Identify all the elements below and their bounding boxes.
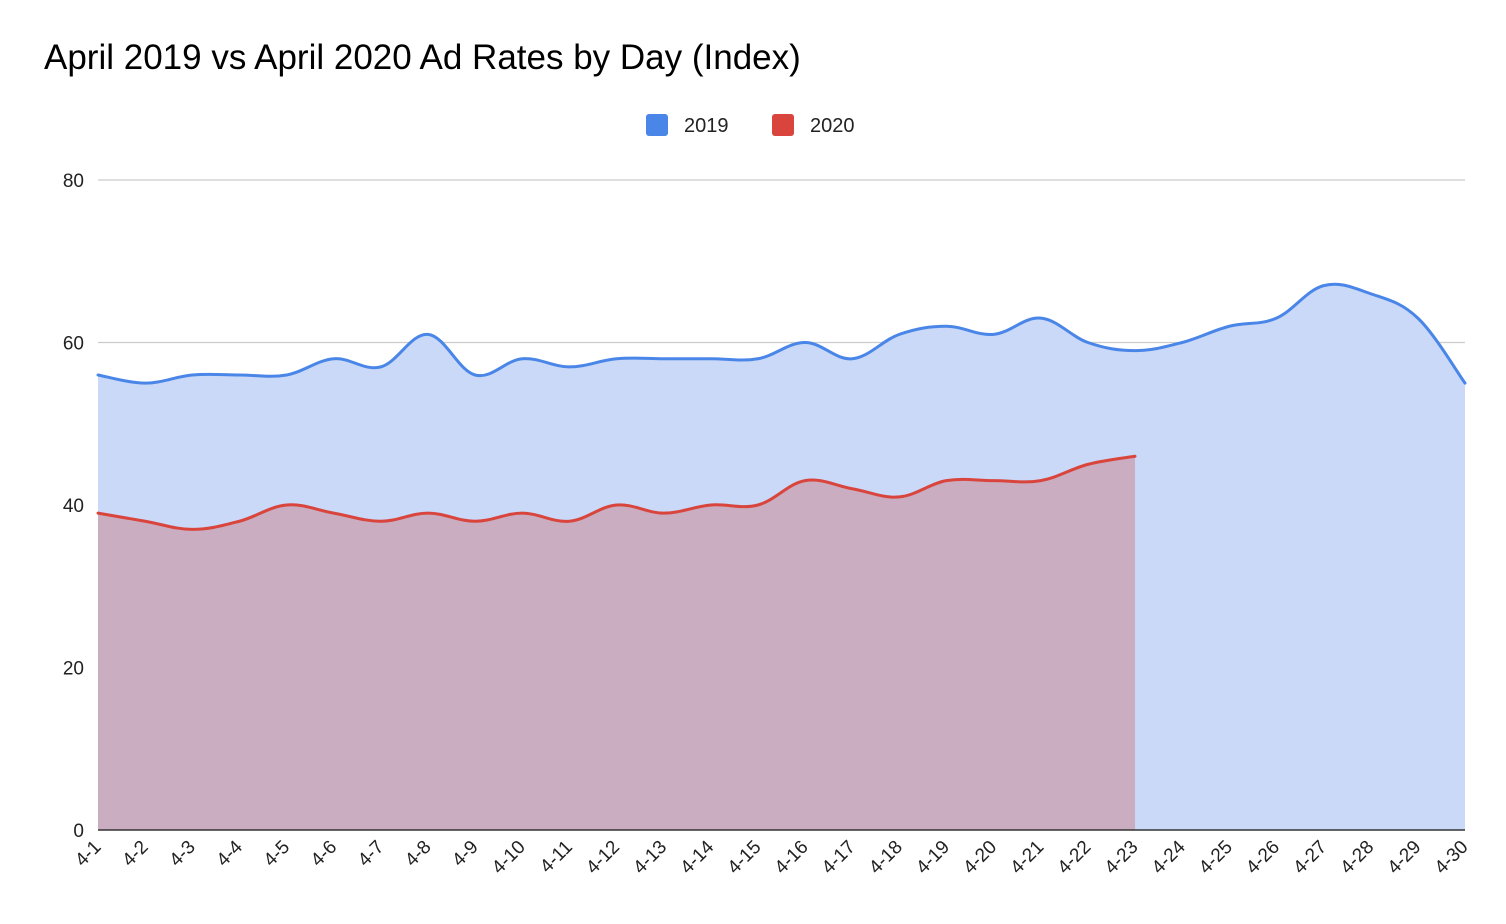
x-tick-label: 4-19 <box>912 837 954 879</box>
legend-label-2019: 2019 <box>684 115 729 137</box>
y-tick-label: 0 <box>73 821 84 842</box>
x-tick-label: 4-3 <box>166 837 200 871</box>
y-tick-label: 80 <box>63 171 84 192</box>
x-tick-label: 4-14 <box>677 836 719 878</box>
x-tick-label: 4-29 <box>1384 837 1426 879</box>
y-tick-label: 40 <box>63 496 84 517</box>
x-tick-label: 4-8 <box>401 837 435 871</box>
series-line-2020 <box>96 454 1137 531</box>
x-tick-label: 4-17 <box>818 837 860 879</box>
legend-label-2020: 2020 <box>810 115 855 137</box>
series-area-2020 <box>98 456 1136 830</box>
x-tick-label: 4-21 <box>1007 837 1049 879</box>
x-tick-label: 4-24 <box>1148 836 1190 878</box>
x-tick-label: 4-18 <box>865 837 907 879</box>
x-tick-label: 4-2 <box>118 837 152 871</box>
x-tick-label: 4-30 <box>1431 837 1473 879</box>
x-tick-label: 4-9 <box>448 837 482 871</box>
x-tick-label: 4-15 <box>724 837 766 879</box>
series-lines <box>96 282 1467 531</box>
series-line-2019 <box>96 282 1467 385</box>
y-tick-label: 60 <box>63 334 84 355</box>
x-tick-label: 4-13 <box>629 837 671 879</box>
x-tick-label: 4-25 <box>1195 837 1237 879</box>
x-tick-label: 4-11 <box>536 837 577 878</box>
x-tick-label: 4-28 <box>1337 837 1379 879</box>
x-tick-label: 4-22 <box>1054 837 1096 879</box>
x-tick-label: 4-10 <box>488 837 530 879</box>
x-tick-label: 4-26 <box>1242 837 1284 879</box>
x-tick-label: 4-7 <box>354 837 388 871</box>
x-tick-label: 4-12 <box>582 837 624 879</box>
x-axis-tick-labels: 4-1 4-2 4-3 4-4 4-5 4-6 4-7 4-8 4-9 4-10 4-11 4-12 4… <box>71 836 1472 878</box>
x-tick-label: 4-23 <box>1101 837 1143 879</box>
legend-swatch-2019 <box>646 114 668 136</box>
x-tick-label: 4-4 <box>213 836 248 871</box>
legend: 2019 2020 <box>646 114 855 137</box>
series-areas <box>98 284 1465 830</box>
y-tick-label: 20 <box>63 659 84 680</box>
y-axis-tick-labels: 0 20 40 60 80 <box>63 171 84 842</box>
x-tick-label: 4-27 <box>1289 837 1331 879</box>
x-tick-label: 4-6 <box>307 837 341 871</box>
x-tick-label: 4-20 <box>959 837 1001 879</box>
x-tick-label: 4-16 <box>771 837 813 879</box>
chart-title: April 2019 vs April 2020 Ad Rates by Day… <box>44 38 801 77</box>
x-tick-label: 4-5 <box>260 837 294 871</box>
legend-swatch-2020 <box>772 114 794 136</box>
